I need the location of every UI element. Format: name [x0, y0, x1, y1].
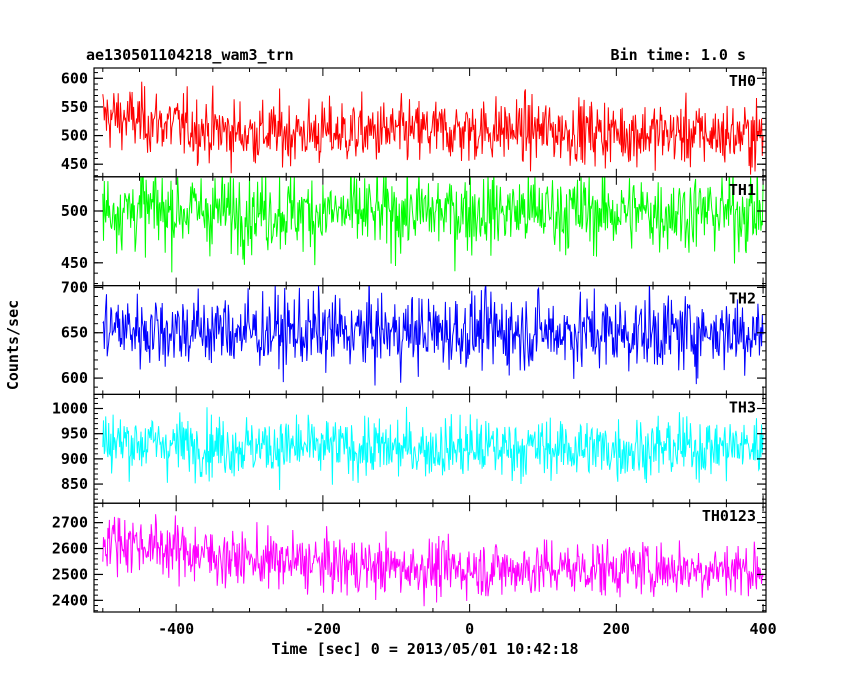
- panel-th1: 450 500 TH1: [61, 176, 767, 287]
- y-tick-label: 1000: [52, 400, 88, 418]
- panel-label: TH0123: [702, 507, 756, 525]
- panel-th0123: 2400 2500 2600 2700 TH0123: [52, 502, 767, 613]
- series-line-th0: [102, 81, 764, 175]
- x-tick-label: 400: [750, 620, 777, 638]
- panel-label: TH0: [729, 72, 756, 90]
- y-tick-label: 600: [61, 69, 88, 87]
- chart-title: ae130501104218_wam3_trn: [86, 46, 294, 64]
- x-tick-label: 0: [465, 620, 474, 638]
- x-axis: -400 -200 0 200 400: [158, 620, 777, 638]
- panel-frame: [93, 502, 767, 613]
- panel-th3: 850 900 950 1000 TH3: [52, 393, 767, 504]
- y-tick-label: 2600: [52, 540, 88, 558]
- panel-th2: 600 650 700 TH2: [61, 278, 767, 396]
- y-tick-label: 650: [61, 324, 88, 342]
- bin-time-label: Bin time: 1.0 s: [611, 46, 746, 64]
- y-tick-label: 700: [61, 278, 88, 296]
- series-line-th0123: [102, 514, 764, 607]
- y-tick-label: 900: [61, 450, 88, 468]
- panel-label: TH1: [729, 181, 756, 199]
- y-tick-label: 450: [61, 254, 88, 272]
- y-tick-label: 950: [61, 425, 88, 443]
- panel-th0: 450 500 550 600 TH0: [61, 67, 767, 178]
- series-line-th2: [102, 285, 764, 386]
- series-line-th1: [102, 176, 764, 273]
- x-tick-label: 200: [603, 620, 630, 638]
- y-axis-label: Counts/sec: [4, 300, 22, 390]
- panel-label: TH3: [729, 398, 756, 416]
- y-tick-label: 500: [61, 127, 88, 145]
- y-tick-label: 2400: [52, 591, 88, 609]
- y-tick-label: 850: [61, 475, 88, 493]
- y-tick-label: 600: [61, 369, 88, 387]
- panels-group: 450 500 550 600 TH0 450 500 TH1 600 650 700 TH2 850 9…: [52, 67, 767, 613]
- x-tick-label: -200: [305, 620, 341, 638]
- y-tick-label: 2500: [52, 565, 88, 583]
- x-tick-label: -400: [158, 620, 194, 638]
- y-tick-label: 450: [61, 155, 88, 173]
- series-line-th3: [102, 406, 764, 491]
- y-tick-label: 550: [61, 98, 88, 116]
- panel-label: TH2: [729, 290, 756, 308]
- x-axis-label: Time [sec] 0 = 2013/05/01 10:42:18: [271, 640, 578, 658]
- y-tick-label: 500: [61, 202, 88, 220]
- y-tick-label: 2700: [52, 514, 88, 532]
